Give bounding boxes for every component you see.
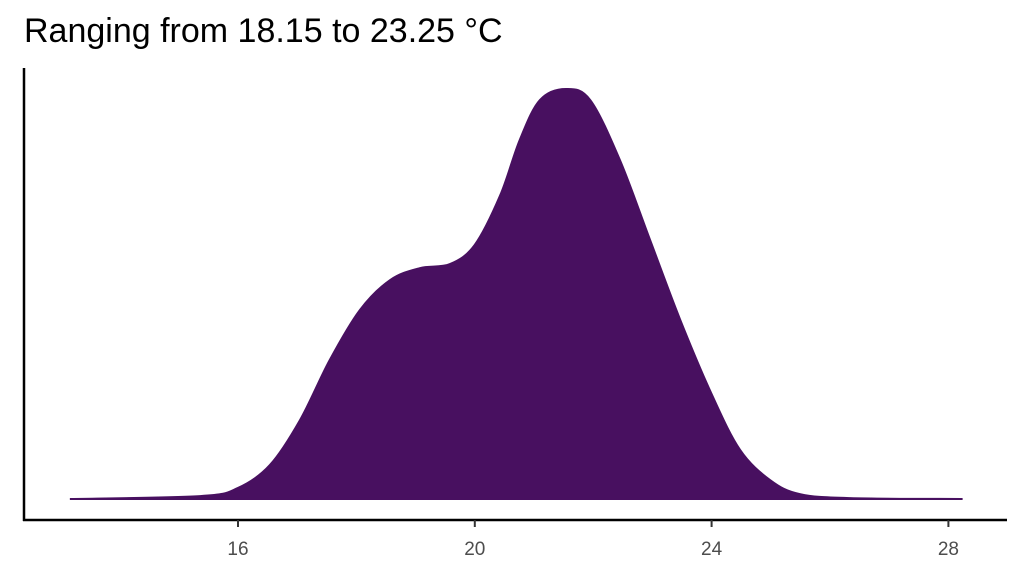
x-tick-label: 24 xyxy=(701,539,723,560)
x-tick-label: 16 xyxy=(227,539,248,560)
density-area xyxy=(69,87,963,500)
chart-title: Ranging from 18.15 to 23.25 °C xyxy=(24,12,503,50)
x-tick-label: 20 xyxy=(464,539,485,560)
x-tick-label: 28 xyxy=(938,539,959,560)
